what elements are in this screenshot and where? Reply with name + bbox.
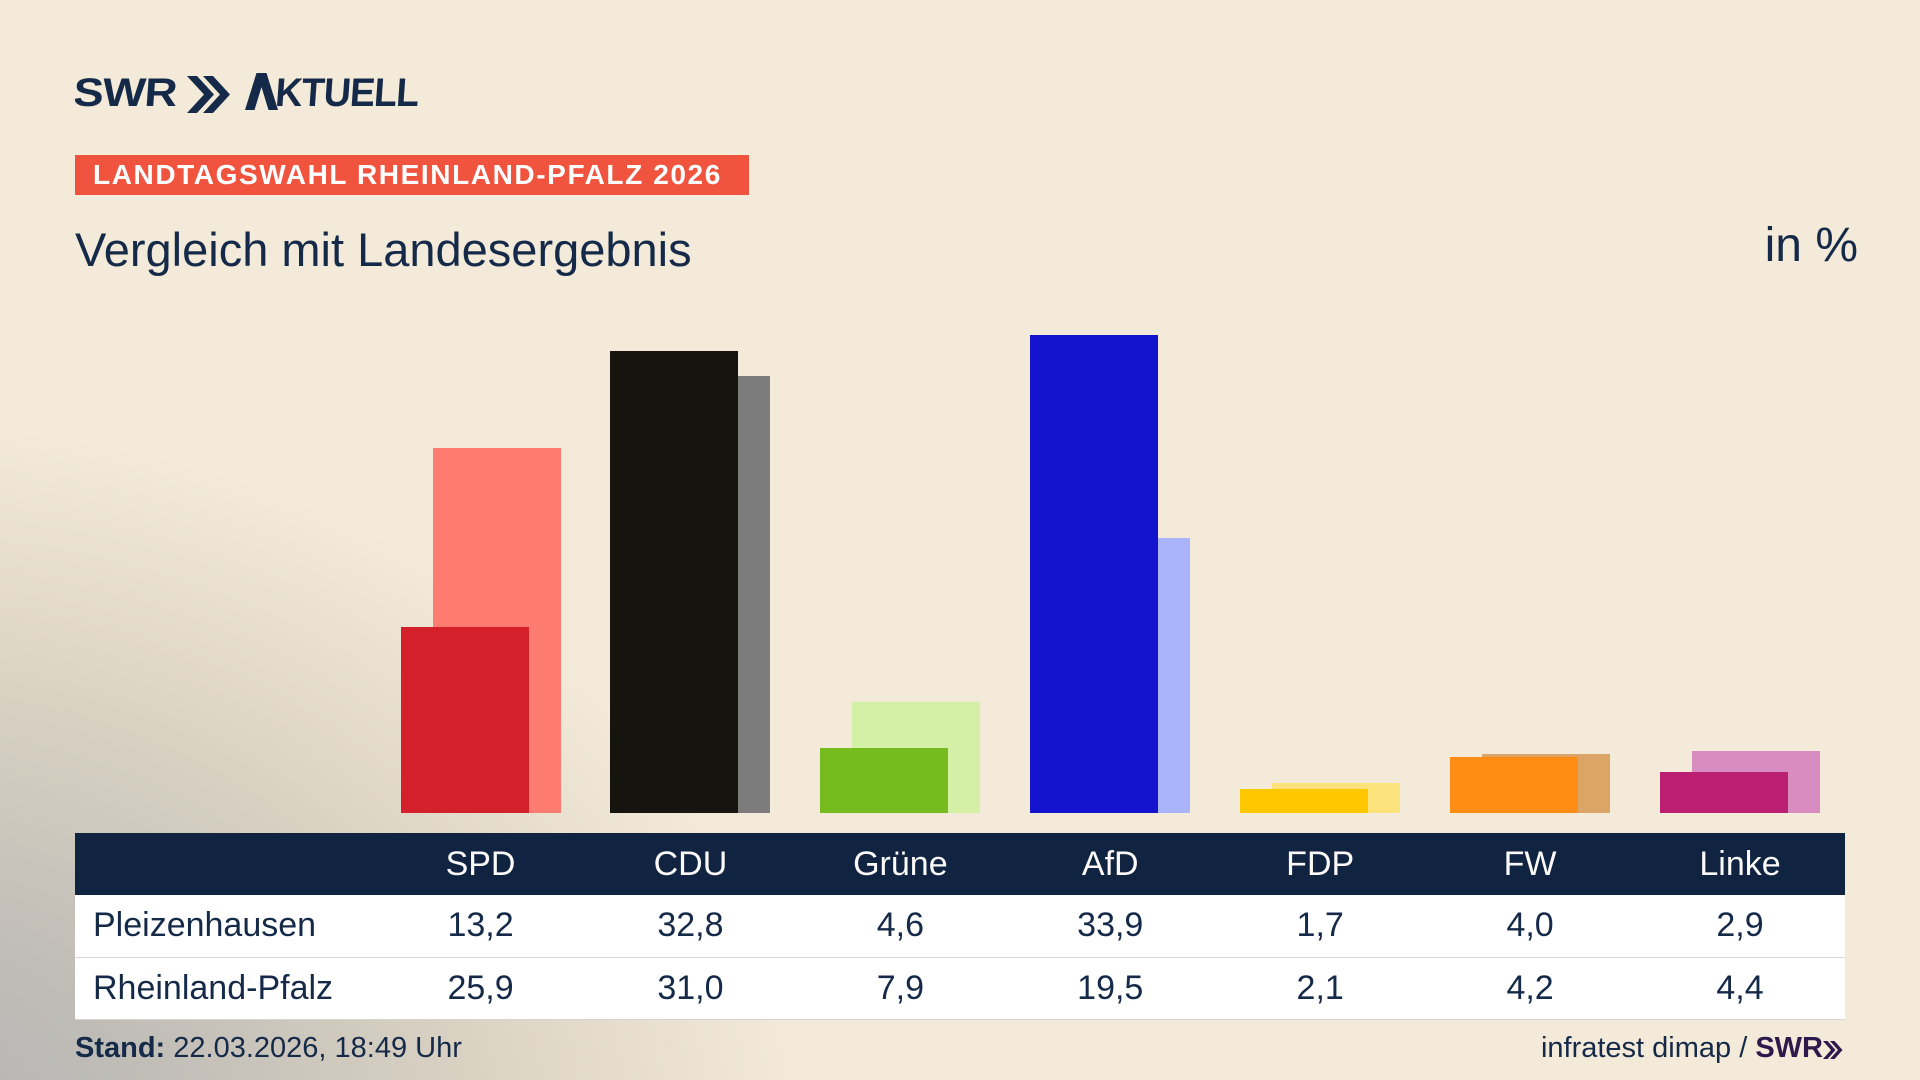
svg-text:SWR: SWR (75, 71, 179, 115)
svg-text:KTUELL: KTUELL (274, 71, 420, 115)
